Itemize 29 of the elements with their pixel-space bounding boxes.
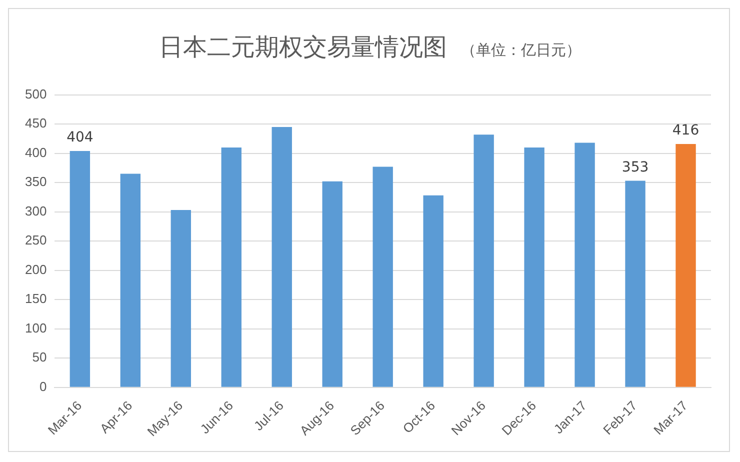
chart-title: 日本二元期权交易量情况图 bbox=[159, 33, 447, 61]
bar bbox=[574, 142, 595, 387]
y-tick-label: 50 bbox=[32, 350, 47, 365]
bar bbox=[676, 144, 696, 387]
data-label: 353 bbox=[622, 159, 649, 176]
bar bbox=[524, 147, 544, 387]
bar bbox=[70, 150, 90, 387]
bar bbox=[423, 195, 444, 387]
y-tick-label: 0 bbox=[39, 378, 47, 394]
y-tick-label: 100 bbox=[24, 320, 47, 336]
bar bbox=[625, 180, 646, 387]
y-tick-label: 250 bbox=[24, 232, 47, 248]
y-tick-label: 400 bbox=[24, 144, 47, 160]
y-tick-label: 450 bbox=[24, 116, 47, 131]
y-tick-label: 500 bbox=[24, 86, 47, 102]
bar bbox=[272, 126, 292, 387]
bar bbox=[221, 147, 242, 387]
y-tick-label: 150 bbox=[24, 291, 47, 306]
bar bbox=[322, 181, 342, 387]
bar bbox=[120, 174, 141, 387]
data-label: 416 bbox=[672, 122, 700, 139]
data-label: 404 bbox=[66, 130, 94, 146]
y-tick-label: 300 bbox=[24, 203, 47, 218]
bar bbox=[474, 134, 494, 387]
bar bbox=[372, 166, 393, 387]
y-tick-label: 200 bbox=[24, 262, 47, 277]
y-tick-label: 350 bbox=[24, 174, 47, 190]
chart-subtitle: （单位：亿日元） bbox=[461, 41, 581, 59]
bar bbox=[170, 210, 191, 387]
